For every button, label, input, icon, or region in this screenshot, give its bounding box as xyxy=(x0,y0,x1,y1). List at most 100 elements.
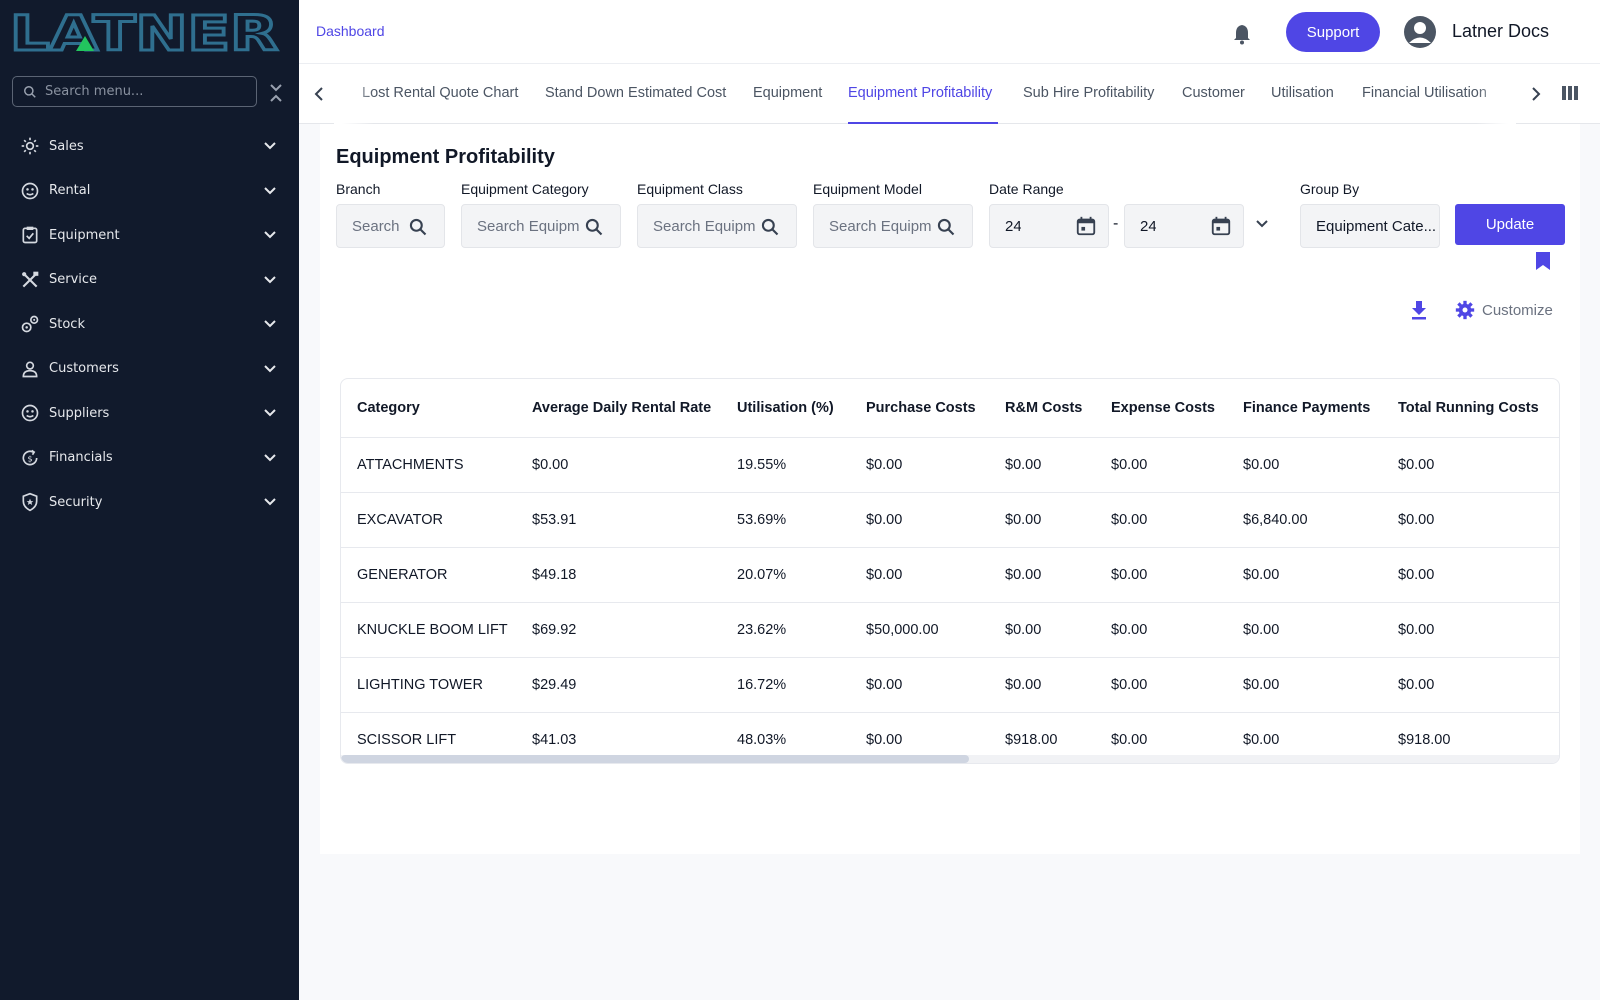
column-header[interactable]: Average Daily Rental Rate xyxy=(516,379,721,438)
column-header[interactable]: Total Running Costs xyxy=(1382,379,1559,438)
branch-input[interactable] xyxy=(352,217,402,235)
financials-icon: $ xyxy=(19,447,41,469)
search-icon[interactable] xyxy=(760,217,780,237)
table-cell: $0.00 xyxy=(1095,657,1227,713)
chevron-down-icon xyxy=(264,187,276,195)
sidebar: LATNER Sales Rental Equipment Service xyxy=(0,0,299,1000)
chevron-down-icon xyxy=(264,365,276,373)
active-tab-indicator xyxy=(848,122,998,124)
chevron-down-icon[interactable] xyxy=(1254,216,1270,232)
calendar-icon[interactable] xyxy=(1210,215,1232,237)
support-button[interactable]: Support xyxy=(1286,12,1380,52)
date-from-field[interactable] xyxy=(989,204,1109,248)
column-header[interactable]: Finance Payments xyxy=(1227,379,1382,438)
equipment-class-input[interactable] xyxy=(653,217,755,235)
search-icon[interactable] xyxy=(408,217,428,237)
avatar[interactable] xyxy=(1404,16,1436,48)
table-cell: $0.00 xyxy=(1227,437,1382,493)
sidebar-item-label: Security xyxy=(49,494,103,510)
equipment-class-field[interactable] xyxy=(637,204,797,248)
tab-sub-hire-profitability[interactable]: Sub Hire Profitability xyxy=(1023,85,1155,101)
chevron-left-icon[interactable] xyxy=(309,84,329,104)
breadcrumb-dashboard[interactable]: Dashboard xyxy=(316,23,385,39)
column-header[interactable]: Purchase Costs xyxy=(850,379,989,438)
table-row[interactable]: SCISSOR LIFT $41.03 48.03% $0.00 $918.00… xyxy=(341,712,1559,763)
column-header[interactable]: Utilisation (%) xyxy=(721,379,850,438)
sidebar-item-suppliers[interactable]: Suppliers xyxy=(0,391,299,436)
update-button[interactable]: Update xyxy=(1455,204,1565,245)
tab-stand-down-estimated-cost[interactable]: Stand Down Estimated Cost xyxy=(545,85,727,101)
table-cell: $6,840.00 xyxy=(1227,492,1382,548)
profitability-table: Category Average Daily Rental Rate Utili… xyxy=(340,378,1560,764)
date-to-field[interactable] xyxy=(1124,204,1244,248)
table-cell: $0.00 xyxy=(989,602,1095,658)
sidebar-item-equipment[interactable]: Equipment xyxy=(0,213,299,258)
date-range-separator: - xyxy=(1113,215,1119,232)
collapse-menu-icon[interactable] xyxy=(266,82,286,104)
horizontal-scrollbar[interactable] xyxy=(341,755,1559,763)
tab-financial-utilisation[interactable]: Financial Utilisation xyxy=(1362,85,1487,101)
date-from-input[interactable] xyxy=(1005,217,1021,235)
sidebar-item-service[interactable]: Service xyxy=(0,258,299,303)
scrollbar-thumb[interactable] xyxy=(341,755,969,763)
report-panel: Equipment Profitability Branch Equipment… xyxy=(320,124,1580,854)
sidebar-item-label: Customers xyxy=(49,361,119,377)
equipment-category-field[interactable] xyxy=(461,204,621,248)
branch-field[interactable] xyxy=(336,204,445,248)
sidebar-item-stock[interactable]: Stock xyxy=(0,302,299,347)
equipment-model-field[interactable] xyxy=(813,204,973,248)
latner-logo[interactable]: LATNER xyxy=(10,10,282,56)
tab-lost-rental-quote-chart[interactable]: Lost Rental Quote Chart xyxy=(362,85,519,101)
table-row[interactable]: EXCAVATOR $53.91 53.69% $0.00 $0.00 $0.0… xyxy=(341,492,1559,548)
column-header[interactable]: Expense Costs xyxy=(1095,379,1227,438)
sidebar-item-label: Service xyxy=(49,272,98,288)
table-row[interactable]: ATTACHMENTS $0.00 19.55% $0.00 $0.00 $0.… xyxy=(341,437,1559,493)
customize-button[interactable]: Customize xyxy=(1455,299,1553,321)
group-by-select[interactable]: Equipment Cate... xyxy=(1300,204,1440,248)
date-range-label: Date Range xyxy=(989,181,1064,197)
tab-equipment-profitability[interactable]: Equipment Profitability xyxy=(848,85,993,101)
calendar-icon[interactable] xyxy=(1075,215,1097,237)
table-row[interactable]: LIGHTING TOWER $29.49 16.72% $0.00 $0.00… xyxy=(341,657,1559,713)
table-cell: $0.00 xyxy=(989,492,1095,548)
table-cell: $49.18 xyxy=(516,547,721,603)
download-icon[interactable] xyxy=(1409,299,1429,321)
equipment-model-input[interactable] xyxy=(829,217,931,235)
table-row[interactable]: GENERATOR $49.18 20.07% $0.00 $0.00 $0.0… xyxy=(341,547,1559,603)
table-cell: KNUCKLE BOOM LIFT xyxy=(341,602,516,658)
equipment-category-label: Equipment Category xyxy=(461,181,589,197)
table-cell: $0.00 xyxy=(850,437,989,493)
table-cell: $918.00 xyxy=(989,712,1095,763)
table-cell: $0.00 xyxy=(516,437,721,493)
menu-search-input[interactable] xyxy=(45,84,235,99)
column-header[interactable]: Category xyxy=(341,379,516,438)
table-row[interactable]: KNUCKLE BOOM LIFT $69.92 23.62% $50,000.… xyxy=(341,602,1559,658)
chevron-down-icon xyxy=(264,454,276,462)
equipment-class-label: Equipment Class xyxy=(637,181,743,197)
menu-search[interactable] xyxy=(12,76,257,107)
search-icon[interactable] xyxy=(584,217,604,237)
search-icon[interactable] xyxy=(936,217,956,237)
table-cell: ATTACHMENTS xyxy=(341,437,516,493)
table-cell: $0.00 xyxy=(1382,657,1559,713)
column-header[interactable]: R&M Costs xyxy=(989,379,1095,438)
table-cell: $0.00 xyxy=(850,547,989,603)
sidebar-item-financials[interactable]: $ Financials xyxy=(0,436,299,481)
user-name[interactable]: Latner Docs xyxy=(1452,21,1550,41)
bookmark-icon[interactable] xyxy=(1535,251,1551,271)
columns-icon[interactable] xyxy=(1562,86,1578,100)
sidebar-item-sales[interactable]: Sales xyxy=(0,124,299,169)
date-to-input[interactable] xyxy=(1140,217,1156,235)
equipment-category-input[interactable] xyxy=(477,217,579,235)
tab-equipment[interactable]: Equipment xyxy=(753,85,823,101)
bell-icon[interactable] xyxy=(1232,23,1252,45)
sidebar-item-customers[interactable]: Customers xyxy=(0,347,299,392)
tab-utilisation[interactable]: Utilisation xyxy=(1271,85,1334,101)
sidebar-item-rental[interactable]: Rental xyxy=(0,169,299,214)
sidebar-item-security[interactable]: Security xyxy=(0,480,299,525)
chevron-right-icon[interactable] xyxy=(1526,84,1546,104)
table-cell: $0.00 xyxy=(850,657,989,713)
equipment-model-label: Equipment Model xyxy=(813,181,922,197)
data-table: Category Average Daily Rental Rate Utili… xyxy=(341,379,1559,763)
tab-customer[interactable]: Customer xyxy=(1182,85,1245,101)
